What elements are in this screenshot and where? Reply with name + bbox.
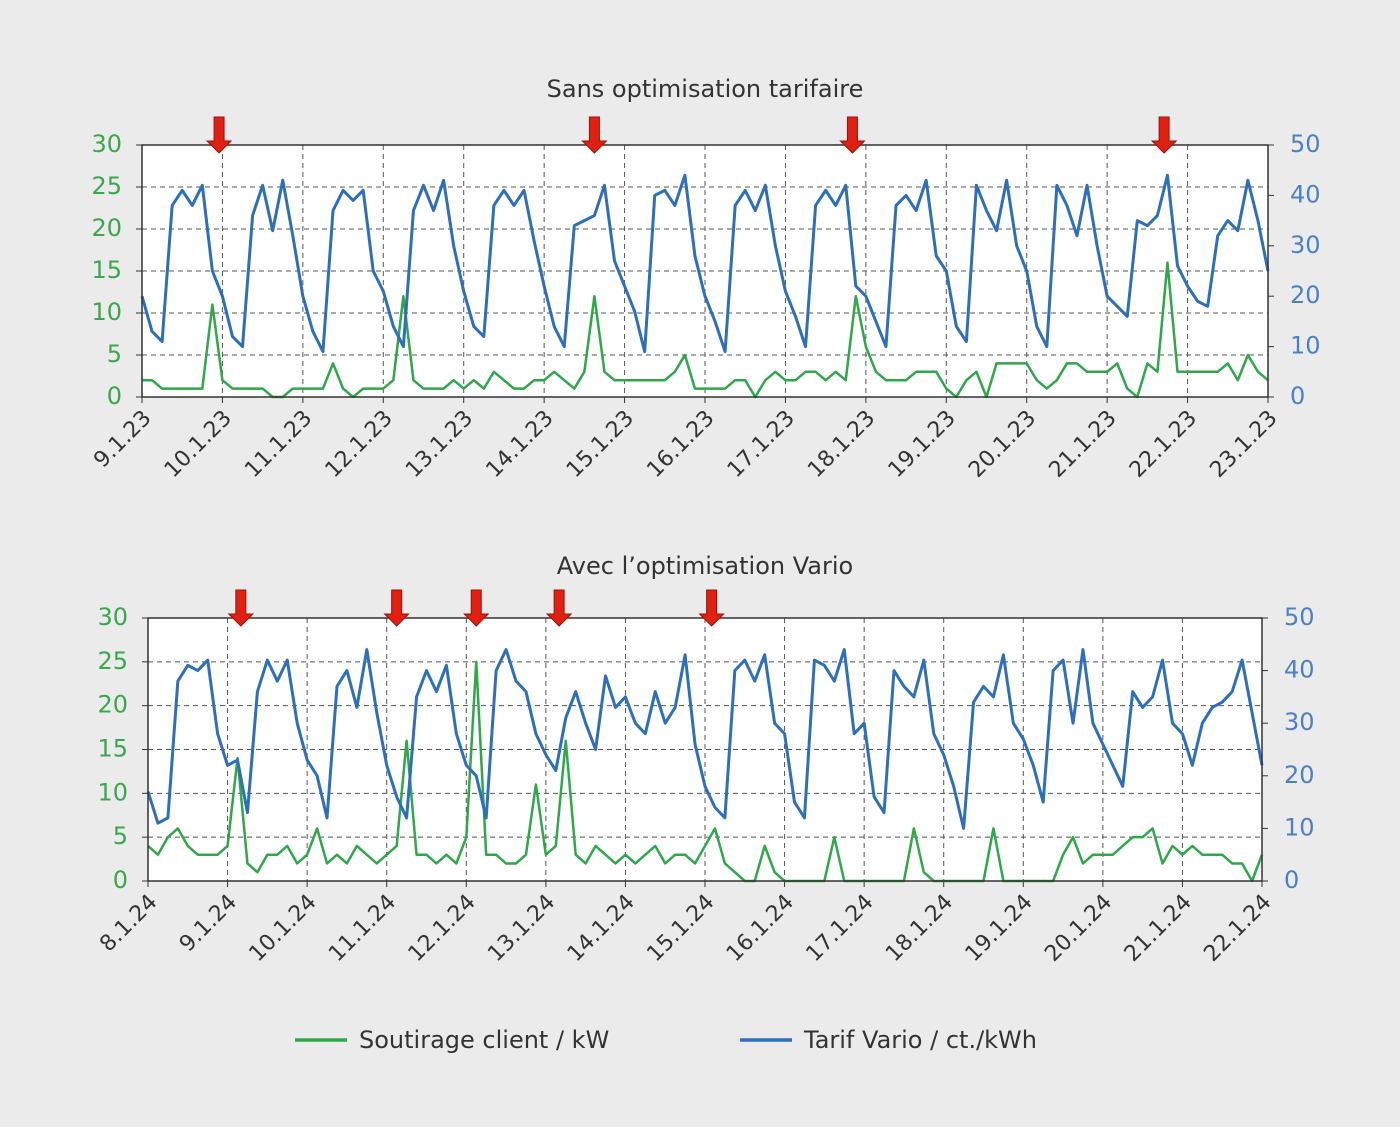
chart-title: Sans optimisation tarifaire [547,75,864,103]
y2-tick-label: 30 [1290,231,1321,259]
y-tick-label: 0 [113,866,128,894]
plot-frame [141,144,1269,398]
arrow-marker [205,116,233,154]
y-tick-label: 5 [107,340,122,368]
arrow-marker [463,589,490,627]
arrow-marker [698,589,725,627]
y-tick-label: 30 [97,603,128,631]
y2-tick-label: 20 [1284,761,1315,789]
y-tick-label: 10 [91,298,122,326]
series-line [142,261,1269,399]
arrow-marker [383,589,410,627]
y-tick-label: 5 [113,822,128,850]
y-tick-label: 15 [97,735,128,763]
legend-label: Tarif Vario / ct./kWh [803,1026,1037,1054]
y2-tick-label: 40 [1284,656,1315,684]
y-tick-label: 0 [107,382,122,410]
y-tick-label: 20 [91,214,122,242]
series-line [140,173,1270,354]
arrow-marker [545,589,573,627]
y2-tick-label: 10 [1284,813,1315,841]
y-tick-label: 20 [97,691,128,719]
legend-label: Soutirage client / kW [359,1026,609,1054]
y2-tick-label: 20 [1290,281,1321,309]
series-line [146,648,1264,830]
arrow-marker [581,116,608,154]
y2-tick-label: 30 [1284,708,1315,736]
arrow-marker [227,589,255,627]
y2-tick-label: 50 [1284,603,1315,631]
y2-tick-label: 0 [1284,866,1299,894]
arrow-marker [1150,116,1178,154]
y2-tick-label: 10 [1290,332,1321,360]
y2-tick-label: 0 [1290,382,1305,410]
chart-title: Avec l’optimisation Vario [557,552,853,580]
y-tick-label: 30 [91,130,122,158]
y-tick-label: 25 [97,647,128,675]
series-line [147,660,1264,883]
y2-tick-label: 50 [1290,130,1321,158]
y2-tick-label: 40 [1290,180,1321,208]
arrow-marker [839,116,866,154]
y-tick-label: 10 [97,778,128,806]
y-tick-label: 15 [91,256,122,284]
y-tick-label: 25 [91,172,122,200]
